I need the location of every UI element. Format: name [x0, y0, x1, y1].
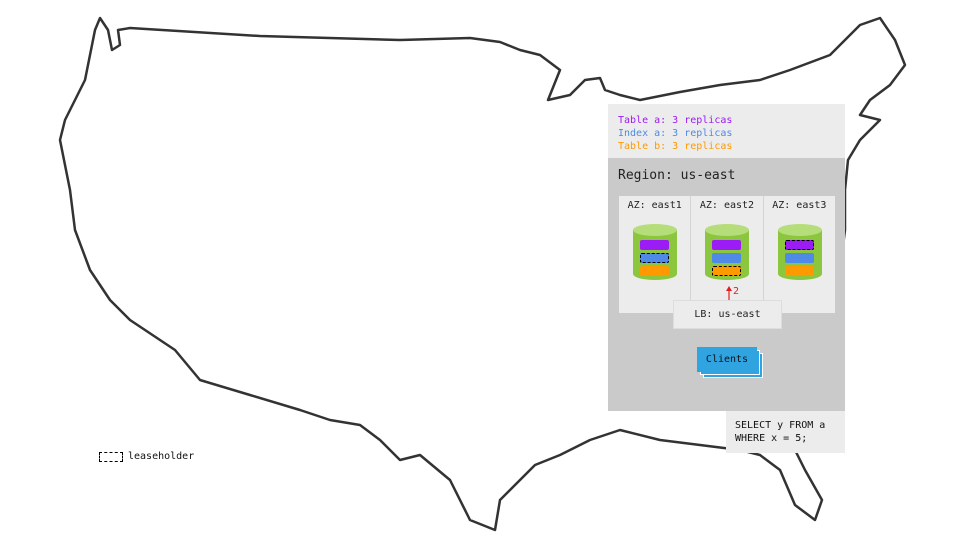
az-east1: AZ: east1: [619, 196, 692, 313]
step-label: 2: [733, 286, 740, 297]
database-node-icon: [633, 224, 677, 286]
legend-table-a: Table a: 3 replicas: [618, 115, 733, 126]
az-label: AZ: east2: [699, 200, 755, 211]
query-line: SELECT y FROM a: [735, 420, 826, 431]
dashed-box-icon: [99, 451, 123, 462]
query-line: WHERE x = 5;: [735, 433, 808, 444]
az-label: AZ: east3: [772, 200, 827, 211]
leaseholder-key: leaseholder: [99, 451, 194, 462]
index-a-leaseholder: [640, 253, 669, 263]
region-title: Region: us-east: [618, 168, 736, 183]
table-b-replica: [784, 266, 814, 276]
arrow-up-icon: [726, 286, 732, 301]
table-a-leaseholder: [784, 240, 814, 250]
availability-zones: AZ: east1 AZ: east2 AZ: east3: [619, 196, 835, 313]
sql-query: SELECT y FROM a WHERE x = 5;: [726, 411, 845, 453]
az-label: AZ: east1: [627, 200, 682, 211]
replica-legend: Table a: 3 replicas Index a: 3 replicas …: [608, 104, 845, 160]
database-node-icon: [705, 224, 750, 286]
load-balancer: LB: us-east: [673, 300, 782, 329]
region-us-east: Region: us-east AZ: east1 AZ: east2 AZ: …: [608, 158, 845, 411]
table-b-replica: [640, 266, 669, 276]
clients-box: Clients: [697, 347, 757, 372]
table-a-replica: [712, 240, 742, 250]
key-label: leaseholder: [128, 451, 195, 462]
table-a-replica: [640, 240, 669, 250]
database-node-icon: [777, 224, 822, 286]
az-east3: AZ: east3: [764, 196, 835, 313]
index-a-replica: [784, 253, 814, 263]
legend-index-a: Index a: 3 replicas: [618, 128, 733, 139]
az-east2: AZ: east2: [691, 196, 764, 313]
table-b-leaseholder: [712, 266, 742, 276]
legend-table-b: Table b: 3 replicas: [618, 141, 733, 152]
index-a-replica: [712, 253, 742, 263]
